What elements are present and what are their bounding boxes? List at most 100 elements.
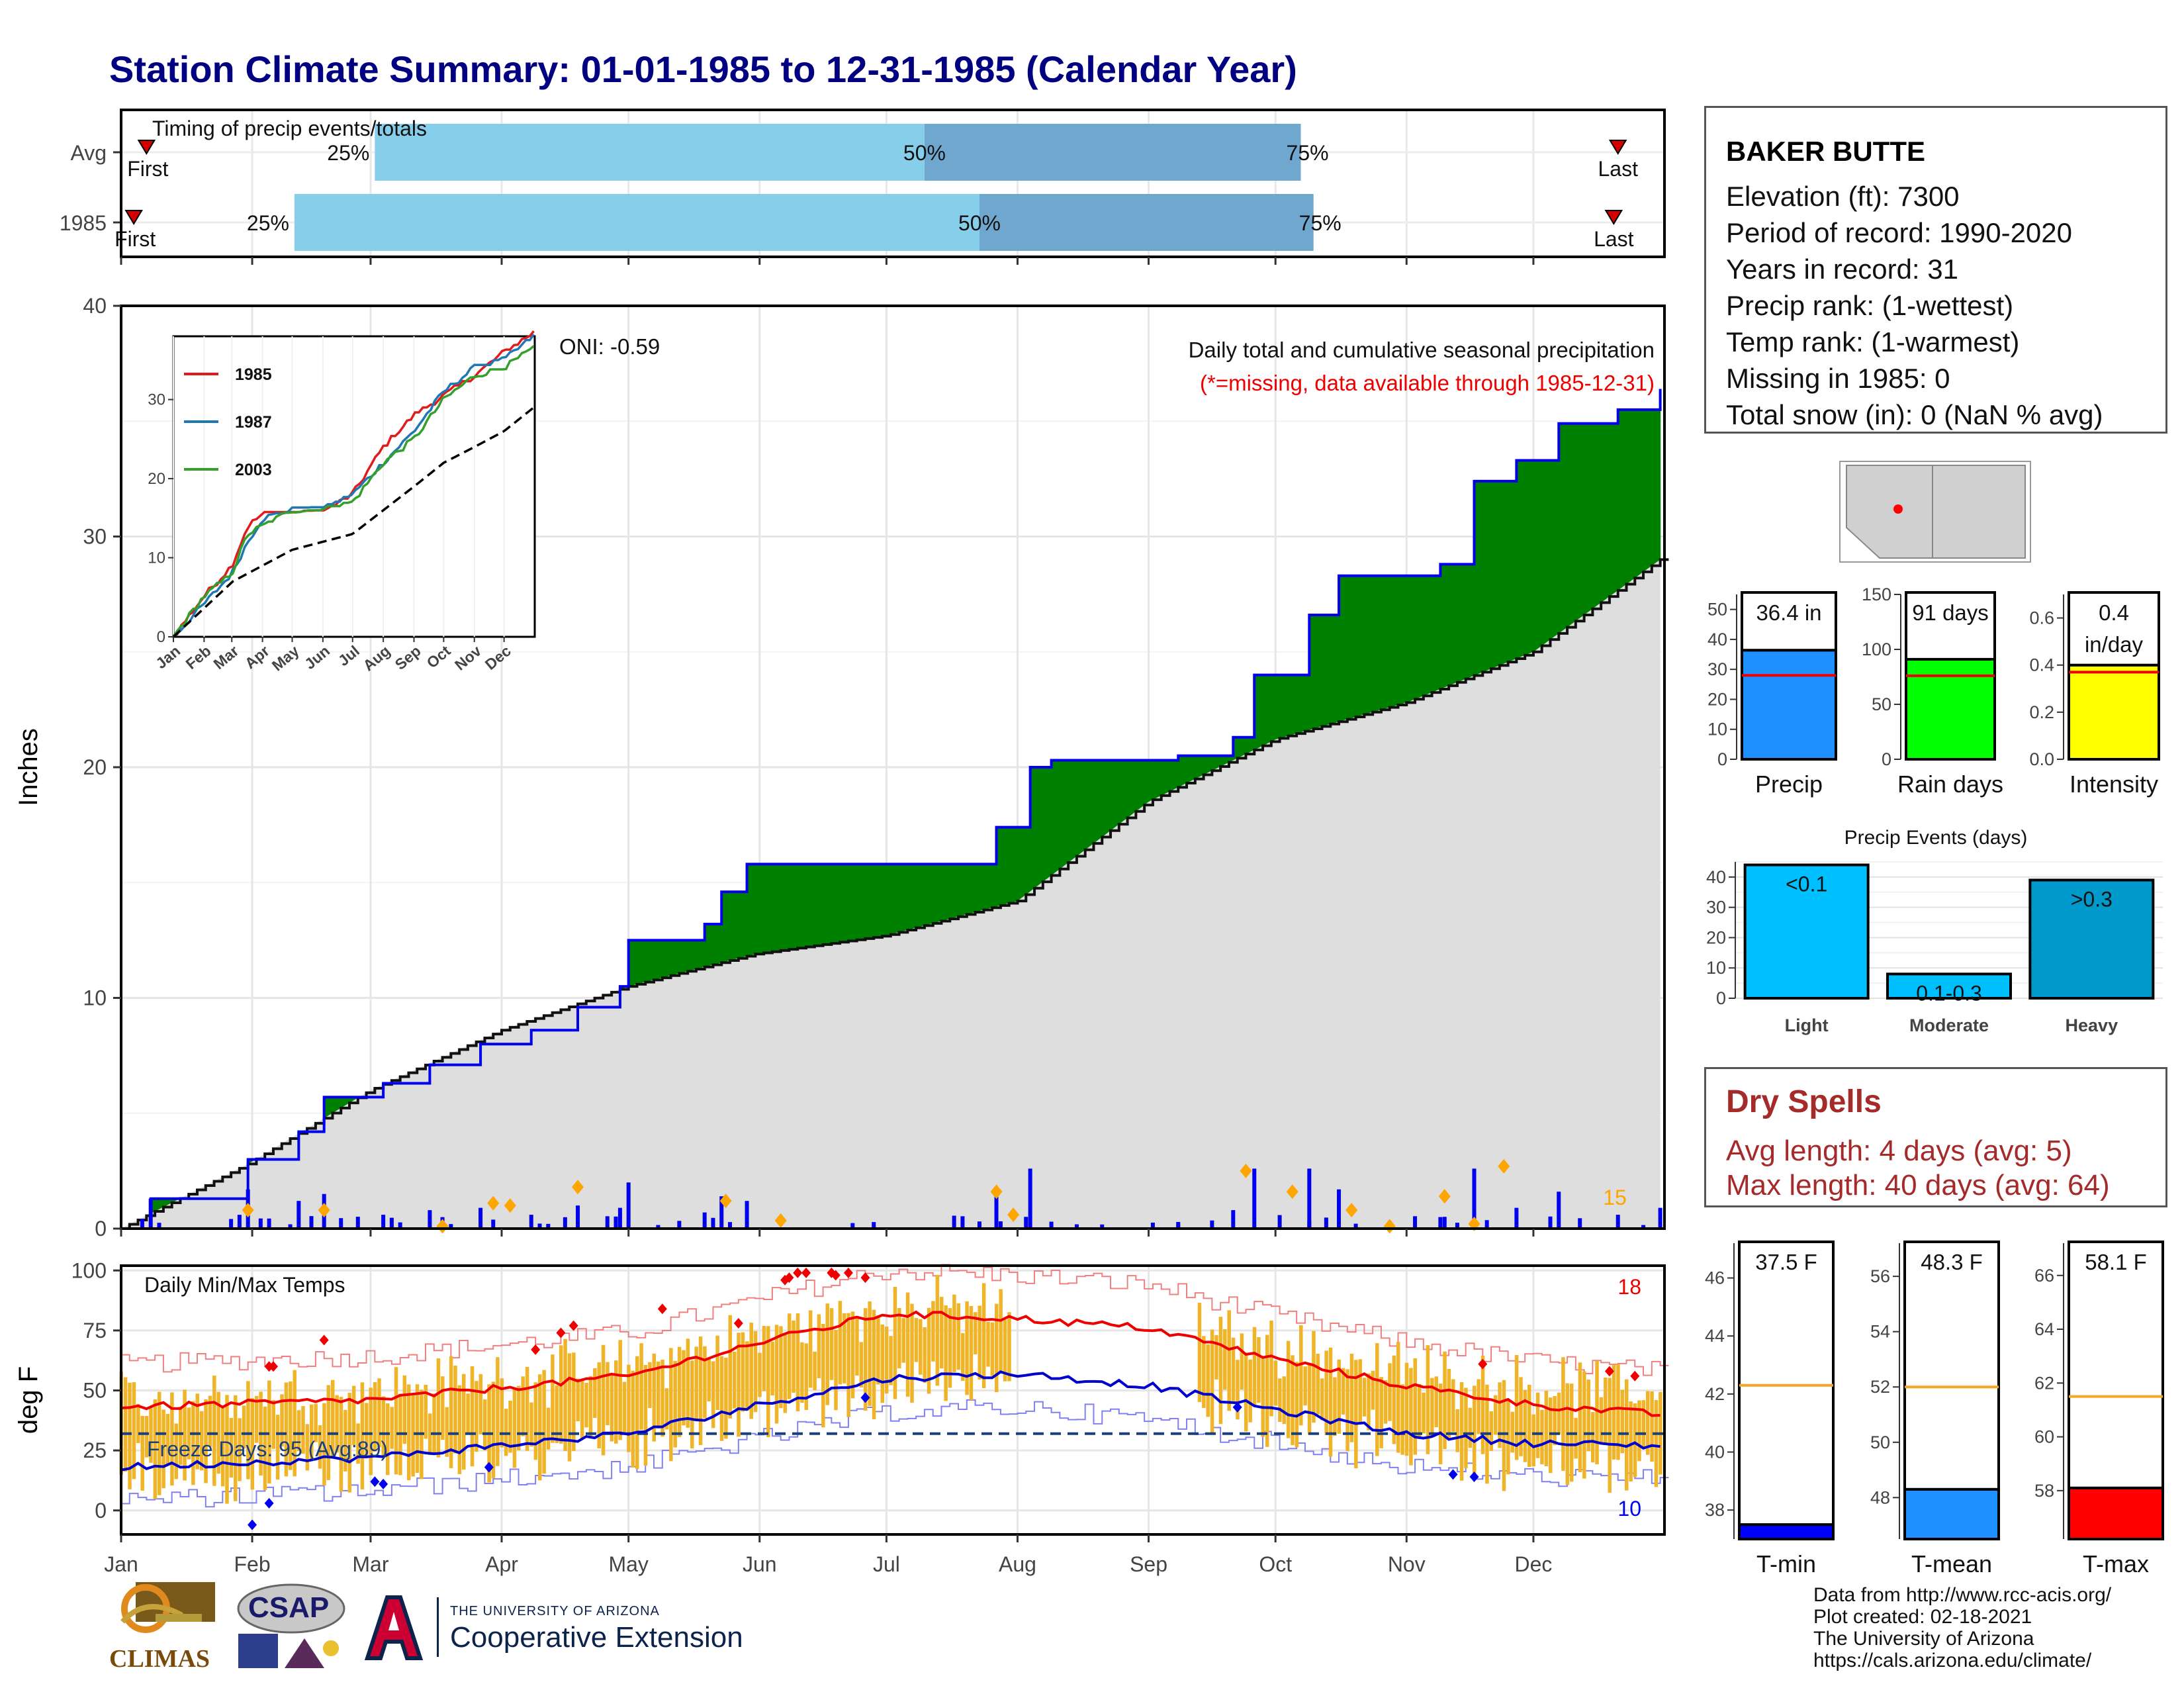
temp-daily-bar xyxy=(995,1303,999,1392)
summary-value-bar xyxy=(1741,649,1837,761)
events-bar-label: 0.1-0.3 xyxy=(1916,981,1982,1005)
temp-daily-bar xyxy=(1535,1392,1540,1458)
temp-daily-bar xyxy=(267,1380,271,1484)
precip-daily-bar xyxy=(428,1210,432,1229)
csap-text: CSAP xyxy=(248,1591,330,1624)
temp-daily-bar xyxy=(1540,1409,1544,1465)
summary-label-box xyxy=(1903,1241,2000,1491)
precip-extreme-count: 15 xyxy=(1603,1186,1627,1209)
summary-y-tick-label: 54 xyxy=(1870,1322,1890,1342)
timing-q25-label: 25% xyxy=(247,211,289,235)
temp-daily-bar xyxy=(859,1342,864,1387)
temp-daily-bar xyxy=(271,1400,276,1449)
temp-daily-bar xyxy=(123,1377,128,1472)
temp-daily-bar xyxy=(1409,1368,1413,1466)
temp-daily-bar xyxy=(1307,1364,1312,1435)
precip-daily-bar xyxy=(1438,1217,1443,1229)
events-y-tick-label: 30 xyxy=(1706,898,1726,917)
summary-y-tick-label: 48 xyxy=(1870,1487,1890,1507)
month-axis-label: Jan xyxy=(104,1552,138,1576)
temp-daily-bar xyxy=(351,1385,356,1446)
temp-daily-bar xyxy=(1459,1382,1464,1481)
temp-daily-bar xyxy=(1612,1364,1616,1460)
precip-daily-bar xyxy=(478,1207,483,1229)
temp-daily-bar xyxy=(829,1308,834,1380)
temp-daily-bar xyxy=(191,1401,195,1485)
temp-daily-bar xyxy=(1337,1359,1342,1434)
temp-daily-bar xyxy=(593,1368,597,1418)
precip-daily-bar xyxy=(626,1182,631,1229)
temp-daily-bar xyxy=(956,1303,961,1370)
arizona-shape xyxy=(1846,465,1933,559)
temp-record-low-marker xyxy=(379,1478,388,1489)
temp-daily-bar xyxy=(428,1413,432,1456)
precip-oni: ONI: -0.59 xyxy=(559,334,660,359)
month-axis-label: Nov xyxy=(1388,1552,1426,1576)
temp-daily-bar xyxy=(238,1418,242,1481)
temp-daily-bar xyxy=(254,1395,259,1443)
temp-daily-bar xyxy=(703,1346,707,1419)
station-name: BAKER BUTTE xyxy=(1726,136,1925,167)
summary-label-box xyxy=(2068,591,2160,667)
inset-plot xyxy=(172,335,536,638)
temp-daily-bar xyxy=(1633,1403,1637,1477)
temp-daily-bar xyxy=(766,1326,770,1437)
temp-daily-bar xyxy=(614,1360,618,1444)
summary-y-tick-label: 64 xyxy=(2034,1319,2054,1339)
summary-y-tick-label: 50 xyxy=(1872,694,1891,714)
temp-daily-bar xyxy=(1413,1358,1418,1455)
temp-record-low-marker xyxy=(860,1392,870,1403)
temp-daily-bar xyxy=(1341,1368,1345,1415)
timing-q50-label: 50% xyxy=(958,211,1001,235)
temp-daily-bar xyxy=(1299,1325,1303,1426)
summary-y-tick-label: 38 xyxy=(1705,1500,1725,1520)
summary-y-tick-label: 0 xyxy=(1717,749,1727,769)
temp-daily-bar xyxy=(559,1345,563,1444)
precip-daily-bar xyxy=(309,1216,314,1229)
timing-first-label: First xyxy=(127,157,168,181)
month-axis-label: May xyxy=(608,1552,648,1576)
summary-value-label: 48.3 F xyxy=(1921,1250,1983,1274)
summary-y-tick-label: 56 xyxy=(1870,1266,1890,1286)
temp-daily-bar xyxy=(1582,1371,1586,1479)
timing-first-marker xyxy=(124,210,143,225)
precip-y-tick-label: 40 xyxy=(83,294,107,318)
temp-max-count: 18 xyxy=(1617,1275,1641,1299)
station-location-dot xyxy=(1893,504,1903,514)
temp-daily-bar xyxy=(1574,1417,1578,1459)
precip-daily-bar xyxy=(267,1218,271,1229)
precip-y-tick-label: 0 xyxy=(95,1217,107,1241)
temp-daily-bar xyxy=(749,1323,753,1419)
summary-value-unit: in/day xyxy=(2085,632,2144,657)
temp-record-high-marker xyxy=(1630,1370,1640,1382)
inset-y-tick-label: 30 xyxy=(148,391,165,409)
temp-daily-bar xyxy=(931,1301,935,1362)
precip-daily-bar xyxy=(1472,1168,1477,1229)
temp-daily-bar xyxy=(737,1333,741,1437)
summary-category-label: Precip xyxy=(1755,771,1823,798)
precip-daily-bar xyxy=(148,1198,153,1229)
temp-daily-bar xyxy=(415,1384,420,1474)
temp-record-max-line xyxy=(120,1264,1669,1376)
temp-daily-bar xyxy=(758,1352,762,1397)
precip-daily-bar xyxy=(719,1196,724,1229)
temp-daily-bar xyxy=(445,1407,449,1457)
precip-daily-bar xyxy=(1615,1215,1620,1229)
temp-daily-bar xyxy=(770,1341,774,1396)
temp-record-high-marker xyxy=(569,1320,578,1331)
temp-daily-bar xyxy=(212,1376,216,1486)
temp-daily-bar xyxy=(335,1395,339,1453)
summary-value-bar xyxy=(2068,663,2160,761)
temp-daily-bar xyxy=(821,1324,825,1428)
temp-y-tick-label: 75 xyxy=(83,1319,107,1342)
temp-daily-bar xyxy=(551,1354,555,1443)
temp-daily-bar xyxy=(606,1362,610,1425)
temp-daily-bar xyxy=(165,1413,170,1465)
precip-daily-bar xyxy=(1641,1225,1646,1229)
precip-daily-bar xyxy=(1049,1221,1054,1229)
temp-daily-bar xyxy=(1599,1397,1604,1442)
station-line: Missing in 1985: 0 xyxy=(1726,363,1950,394)
temp-daily-bar xyxy=(669,1348,673,1462)
temp-daily-bar xyxy=(741,1332,745,1412)
